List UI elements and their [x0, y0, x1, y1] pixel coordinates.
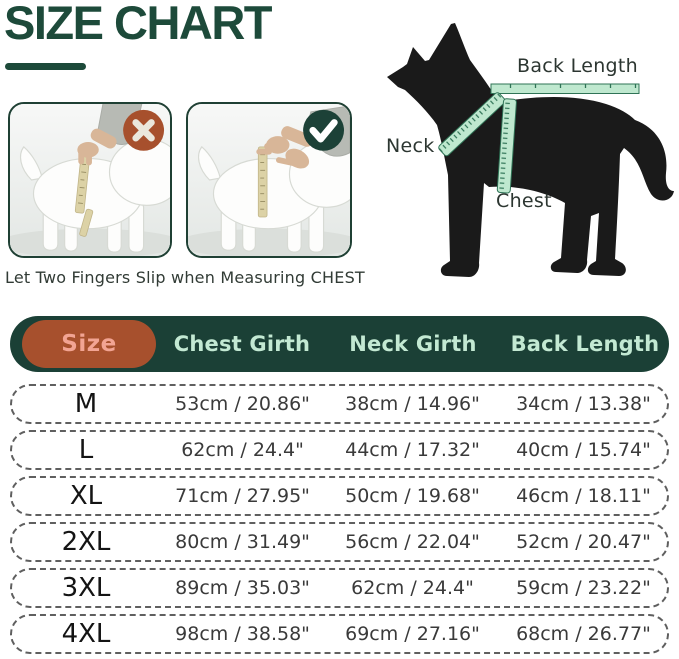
cell-chest-girth: 71cm / 27.95"	[175, 485, 310, 507]
size-column-pill: Size	[22, 320, 156, 368]
header-cell-neck-girth: Neck Girth	[349, 332, 477, 356]
size-table: Size Chest Girth Neck Girth Back Length …	[10, 316, 669, 654]
back-length-label: Back Length	[517, 55, 639, 77]
table-row: 2XL 80cm / 31.49" 56cm / 22.04" 52cm / 2…	[10, 522, 669, 562]
dog-silhouette-diagram	[387, 23, 674, 277]
table-row: XL 71cm / 27.95" 50cm / 19.68" 46cm / 18…	[10, 476, 669, 516]
measuring-photo-correct	[186, 102, 352, 258]
wrong-measuring-illustration	[10, 104, 170, 256]
page-title: SIZE CHART	[4, 0, 273, 49]
chest-label: Chest	[496, 190, 552, 212]
cell-neck-girth: 56cm / 22.04"	[345, 531, 480, 553]
cell-back-length: 40cm / 15.74"	[516, 439, 651, 461]
cell-neck-girth: 38cm / 14.96"	[345, 393, 480, 415]
x-icon	[123, 109, 165, 151]
table-row: L 62cm / 24.4" 44cm / 17.32" 40cm / 15.7…	[10, 430, 669, 470]
cell-size: 4XL	[61, 619, 111, 649]
cell-back-length: 68cm / 26.77"	[516, 623, 651, 645]
back-length-ruler	[490, 83, 640, 94]
tape-measure	[257, 146, 268, 218]
cell-back-length: 34cm / 13.38"	[516, 393, 651, 415]
table-row: 3XL 89cm / 35.03" 62cm / 24.4" 59cm / 23…	[10, 568, 669, 608]
measuring-photo-wrong	[8, 102, 172, 258]
cell-neck-girth: 69cm / 27.16"	[345, 623, 480, 645]
cell-neck-girth: 44cm / 17.32"	[345, 439, 480, 461]
cell-neck-girth: 62cm / 24.4"	[351, 577, 474, 599]
cell-chest-girth: 80cm / 31.49"	[175, 531, 310, 553]
neck-tape	[437, 91, 507, 157]
cell-chest-girth: 53cm / 20.86"	[175, 393, 310, 415]
cell-chest-girth: 98cm / 38.58"	[175, 623, 310, 645]
cell-size: XL	[69, 481, 103, 511]
header-cell-chest-girth: Chest Girth	[173, 332, 311, 356]
size-table-body: M 53cm / 20.86" 38cm / 14.96" 34cm / 13.…	[10, 384, 669, 654]
title-underline	[5, 63, 86, 70]
cell-neck-girth: 50cm / 19.68"	[345, 485, 480, 507]
size-table-header: Size Chest Girth Neck Girth Back Length	[10, 316, 669, 372]
cell-back-length: 46cm / 18.11"	[516, 485, 651, 507]
correct-measuring-illustration	[188, 104, 350, 256]
cell-chest-girth: 62cm / 24.4"	[181, 439, 304, 461]
check-icon	[303, 109, 345, 151]
neck-label: Neck	[386, 135, 435, 157]
dog-silhouette	[387, 23, 674, 277]
cell-size: L	[78, 435, 94, 465]
cell-back-length: 59cm / 23.22"	[516, 577, 651, 599]
cell-size: M	[74, 389, 98, 419]
cell-back-length: 52cm / 20.47"	[516, 531, 651, 553]
dog-mannequin	[19, 138, 170, 253]
cell-size: 2XL	[61, 527, 111, 557]
header-cell-back-length: Back Length	[510, 332, 660, 356]
table-row: M 53cm / 20.86" 38cm / 14.96" 34cm / 13.…	[10, 384, 669, 424]
table-row: 4XL 98cm / 38.58" 69cm / 27.16" 68cm / 2…	[10, 614, 669, 654]
cell-chest-girth: 89cm / 35.03"	[175, 577, 310, 599]
measuring-caption: Let Two Fingers Slip when Measuring CHES…	[5, 268, 365, 287]
cell-size: 3XL	[61, 573, 111, 603]
chest-tape	[496, 98, 517, 194]
